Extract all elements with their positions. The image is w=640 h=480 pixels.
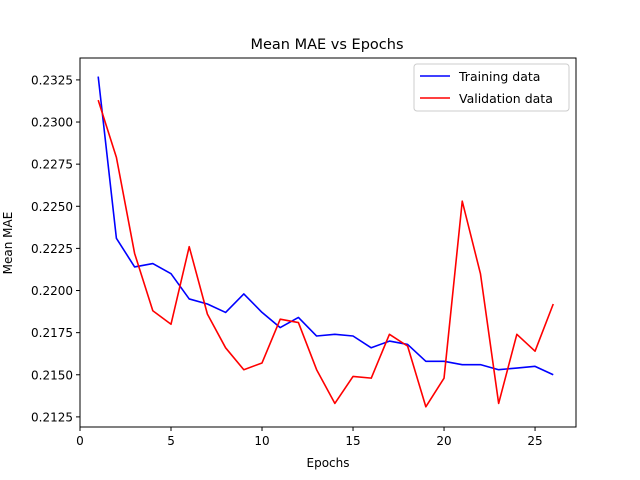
x-tick-label: 25 bbox=[527, 434, 542, 448]
legend: Training data Validation data bbox=[413, 63, 570, 112]
x-axis: 0 5 10 15 20 25 bbox=[76, 427, 543, 448]
y-tick-label: 0.2200 bbox=[31, 284, 73, 298]
y-axis: 0.2125 0.2150 0.2175 0.2200 0.2225 0.2250 0.22… bbox=[31, 73, 80, 424]
x-tick-label: 0 bbox=[76, 434, 84, 448]
x-tick-label: 20 bbox=[436, 434, 451, 448]
y-tick-label: 0.2175 bbox=[31, 326, 73, 340]
legend-label-validation: Validation data bbox=[459, 91, 553, 106]
x-tick-label: 15 bbox=[345, 434, 360, 448]
y-axis-label: Mean MAE bbox=[1, 212, 15, 275]
x-tick-label: 10 bbox=[254, 434, 269, 448]
legend-box bbox=[413, 63, 570, 112]
y-tick-label: 0.2150 bbox=[31, 368, 73, 382]
x-tick-label: 5 bbox=[167, 434, 175, 448]
y-tick-label: 0.2300 bbox=[31, 116, 73, 130]
x-axis-label: Epochs bbox=[307, 456, 350, 470]
legend-label-training: Training data bbox=[458, 69, 540, 84]
y-tick-label: 0.2325 bbox=[31, 73, 73, 87]
y-tick-label: 0.2225 bbox=[31, 242, 73, 256]
y-tick-label: 0.2250 bbox=[31, 200, 73, 214]
plot-frame bbox=[79, 57, 577, 428]
y-tick-label: 0.2125 bbox=[31, 410, 73, 424]
y-tick-label: 0.2275 bbox=[31, 158, 73, 172]
series-line-validation bbox=[97, 99, 554, 408]
chart-title: Mean MAE vs Epochs bbox=[250, 37, 403, 53]
series-line-training bbox=[97, 76, 554, 376]
plot-area bbox=[97, 76, 554, 408]
